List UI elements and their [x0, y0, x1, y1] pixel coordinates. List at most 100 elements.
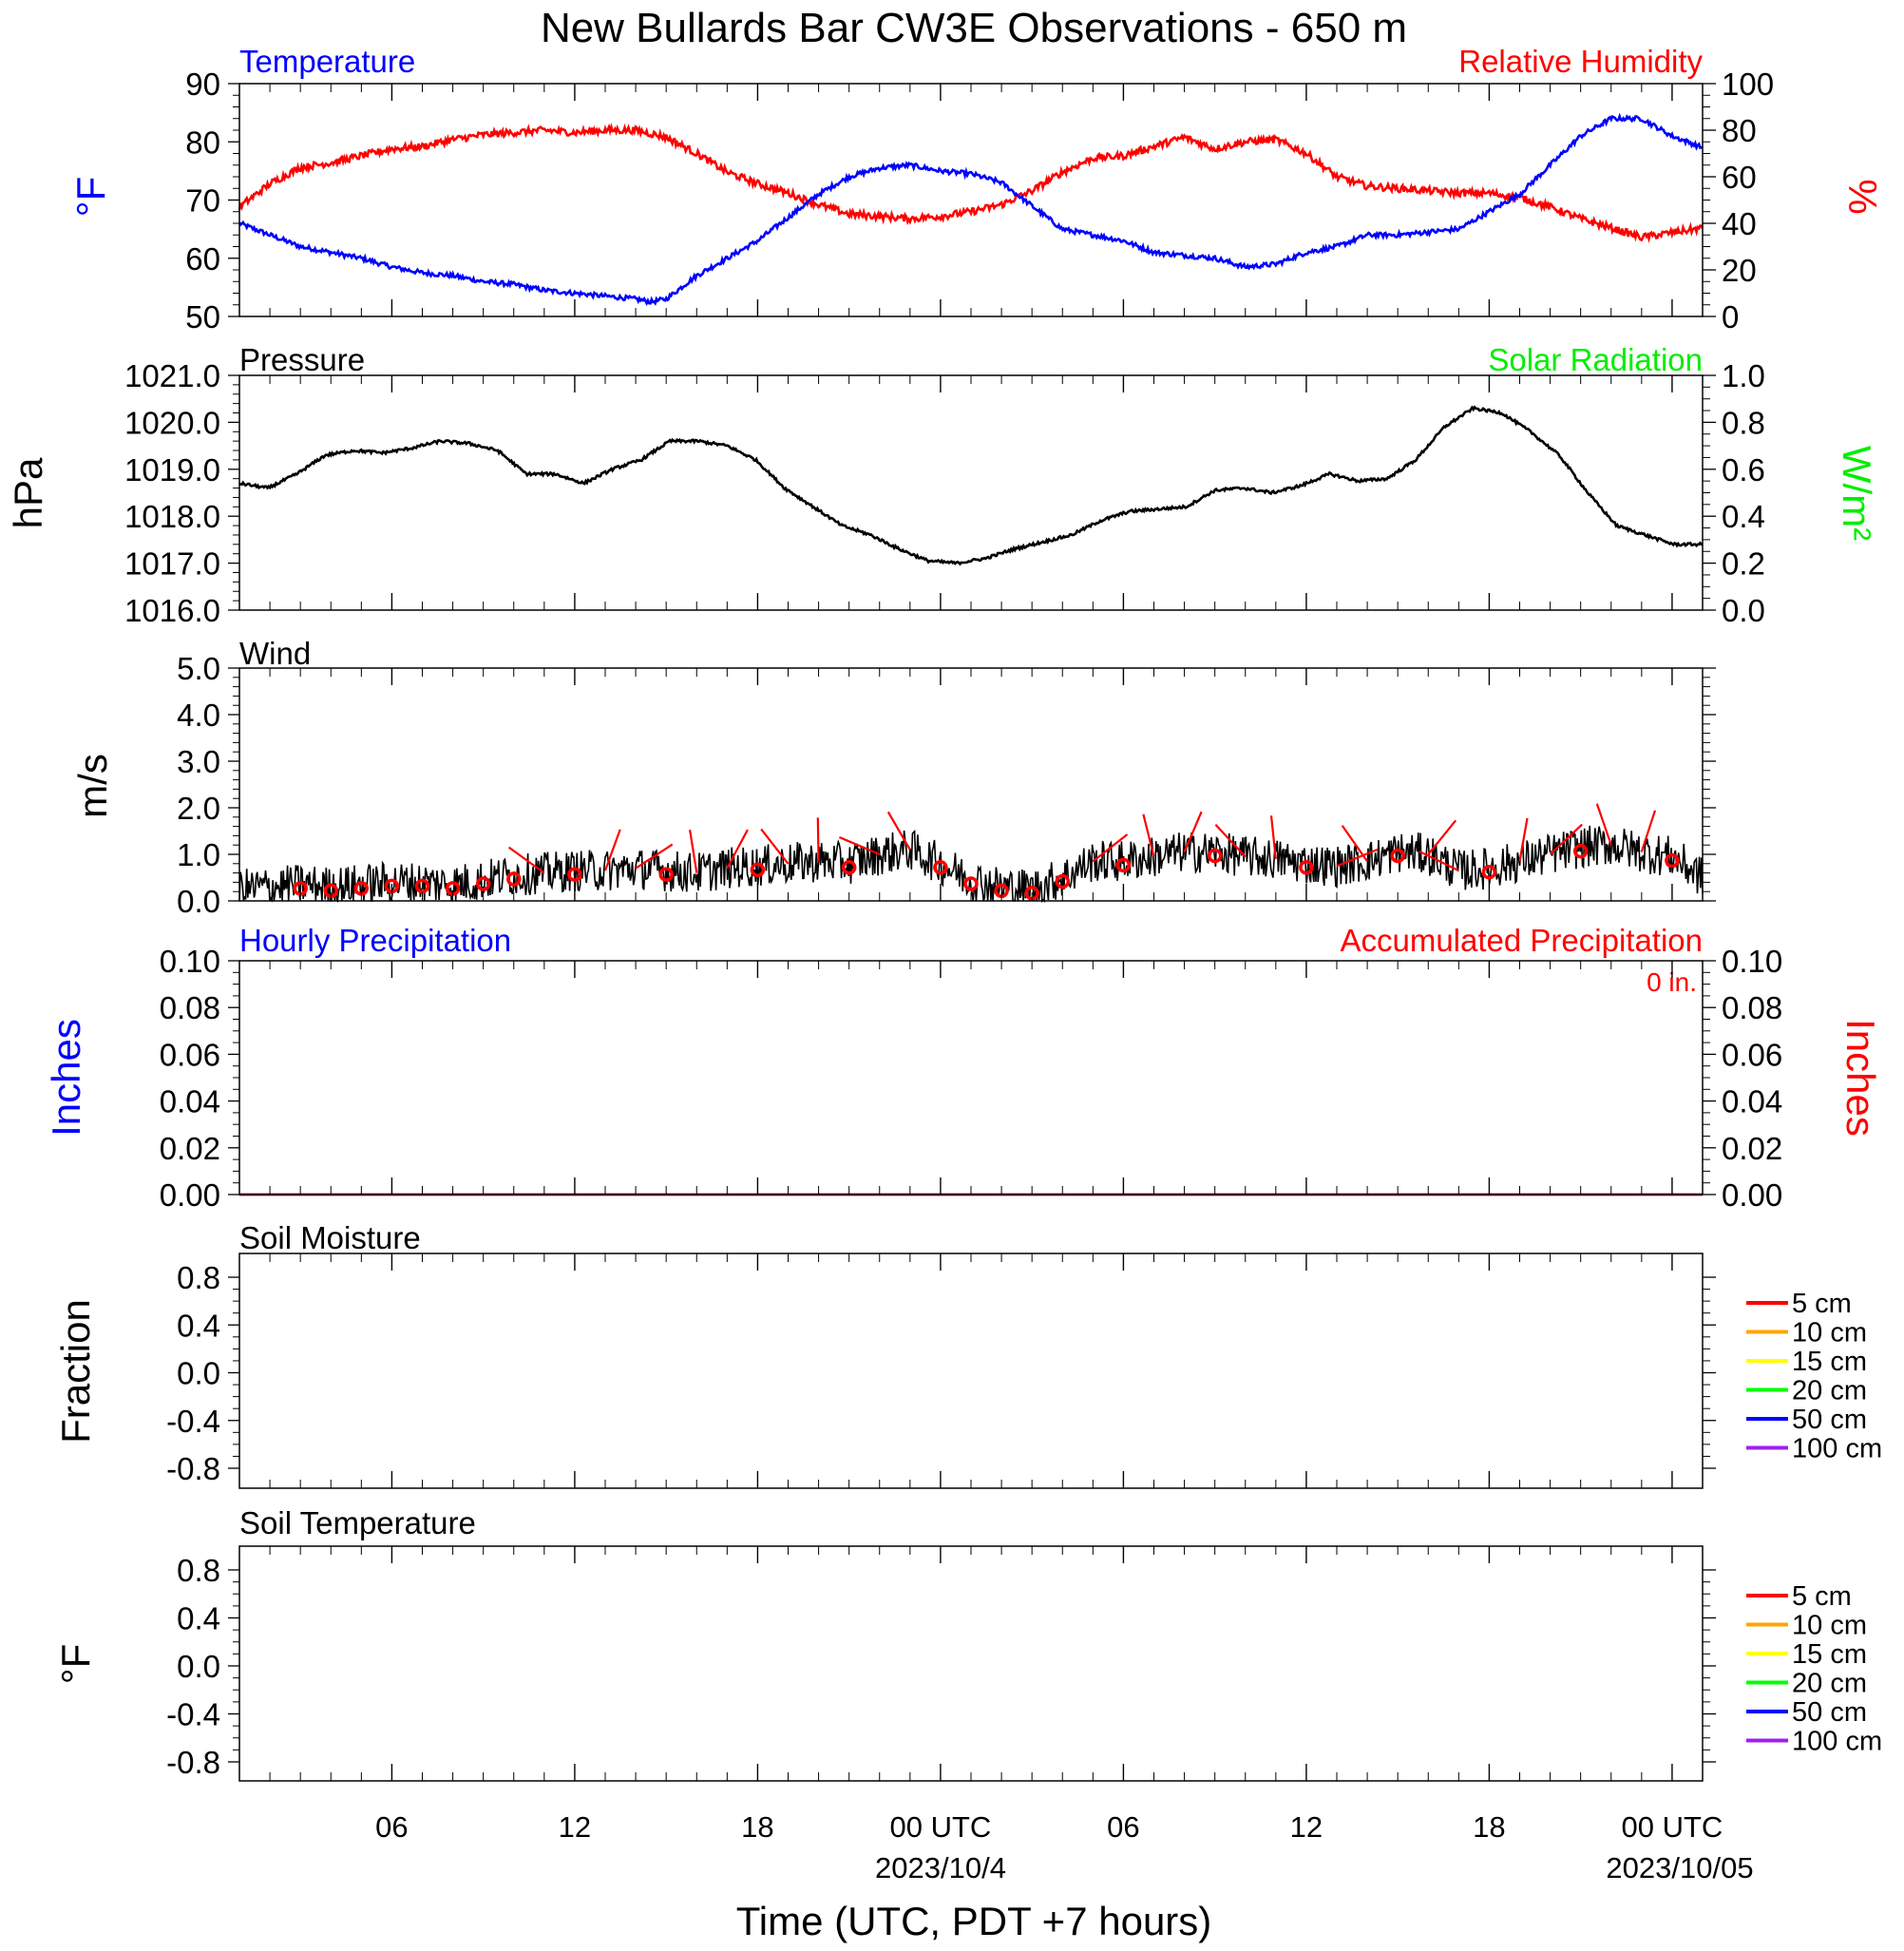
y-tick-label: 70 [185, 183, 220, 219]
wind-calm-marker [475, 876, 491, 891]
accum-precip-title: Accumulated Precipitation [1340, 923, 1703, 958]
wind-barb [1418, 851, 1459, 872]
wind-calm-marker [414, 878, 430, 894]
y-tick-label: 0.0 [177, 1356, 220, 1391]
y-tick-label: -0.8 [166, 1451, 220, 1486]
wind-calm-marker [658, 867, 674, 882]
wind-unit-label: m/s [70, 754, 115, 818]
soil-moisture-panel-frame [238, 1253, 1704, 1489]
y-tick-label: -0.4 [166, 1697, 220, 1732]
wind-calm-marker [506, 871, 522, 887]
y-tick-label: -0.8 [166, 1745, 220, 1780]
accum-precip-unit-label: Inches [1838, 1019, 1883, 1137]
wind-calm-marker [1481, 864, 1497, 880]
wind-calm-marker [963, 876, 979, 891]
soil-temperature-title: Soil Temperature [239, 1505, 476, 1540]
y-tick-label: 0.6 [1722, 452, 1765, 488]
y-tick-label: 0.00 [1722, 1177, 1782, 1213]
legend-label: 5 cm [1792, 1289, 1852, 1319]
wind-barb [507, 846, 545, 874]
wind-title: Wind [239, 636, 311, 671]
temperature-humidity-panel: Temperature Relative Humidity °F % 90 80 7… [68, 44, 1885, 335]
wind-calm-marker [933, 860, 948, 875]
x-tick-label: 12 [559, 1810, 591, 1844]
wind-calm-marker [1572, 843, 1589, 859]
wind-calm-marker [1299, 860, 1314, 875]
y-tick-label: 0.8 [177, 1260, 220, 1295]
legend-label: 15 cm [1792, 1347, 1867, 1377]
y-tick-label: 0.04 [160, 1084, 220, 1119]
wind-calm-marker [1207, 848, 1223, 864]
temperature-title: Temperature [239, 44, 415, 79]
legend-label: 10 cm [1792, 1611, 1867, 1641]
wind-calm-marker [1665, 852, 1680, 869]
y-tick-label: 0.0 [177, 1649, 220, 1684]
y-tick-label: 1018.0 [124, 499, 220, 534]
y-tick-label: 0.06 [160, 1037, 220, 1072]
wind-calm-marker [567, 867, 582, 882]
y-tick-label: 0.8 [1722, 405, 1765, 440]
relative-humidity-title: Relative Humidity [1458, 44, 1703, 79]
x-tick-label: 00 UTC [889, 1810, 991, 1844]
pressure-line [238, 405, 1704, 566]
wind-barb [1336, 848, 1379, 868]
temperature-panel-frame [238, 83, 1704, 317]
temperature-unit-label: °F [68, 177, 113, 217]
y-tick-label: 0.06 [1722, 1037, 1782, 1072]
wind-barb [1183, 811, 1203, 852]
y-tick-label: 80 [185, 124, 220, 160]
y-tick-label: 0.10 [1722, 944, 1782, 979]
y-tick-label: 5.0 [177, 651, 220, 686]
x-tick-label: 18 [1473, 1810, 1505, 1844]
wind-barb [886, 811, 911, 851]
wind-panel: Wind m/s 5.0 4.0 3.0 2.0 1.0 0.0 [70, 636, 1716, 919]
solar-unit-label: W/m² [1835, 446, 1879, 541]
hourly-precip-title: Hourly Precipitation [239, 923, 511, 958]
wind-barb [1518, 817, 1529, 862]
wind-calm-marker [841, 860, 857, 875]
wind-barb [1341, 825, 1369, 863]
pressure-panel: Pressure Solar Radiation hPa W/m² 1021.0… [6, 342, 1879, 628]
soil-temperature-panel-frame [238, 1545, 1704, 1782]
wind-calm-marker [750, 862, 766, 878]
y-tick-label: 1021.0 [124, 358, 220, 393]
y-tick-label: 1019.0 [124, 452, 220, 488]
y-tick-label: 1017.0 [124, 546, 220, 582]
legend-label: 50 cm [1792, 1697, 1867, 1728]
wind-barb [1640, 810, 1657, 852]
y-tick-label: 1020.0 [124, 405, 220, 440]
y-tick-label: 80 [1722, 113, 1757, 148]
y-tick-label: 0.02 [1722, 1131, 1782, 1166]
wind-calm-marker [1115, 857, 1132, 873]
soil-moisture-panel: Soil Moisture Fraction 0.8 0.4 0.0 -0.4 -0.8… [53, 1220, 1882, 1489]
pressure-panel-frame [238, 374, 1704, 611]
y-tick-label: 0.04 [1722, 1084, 1782, 1119]
wind-calm-marker [1390, 848, 1405, 864]
legend-label: 100 cm [1792, 1727, 1882, 1757]
y-tick-label: 3.0 [177, 744, 220, 779]
y-tick-label: 40 [1722, 206, 1757, 241]
wind-barb [689, 830, 698, 873]
x-tick-label: 06 [375, 1810, 408, 1844]
legend-label: 50 cm [1792, 1405, 1867, 1435]
y-tick-label: 50 [185, 299, 220, 335]
legend-label: 15 cm [1792, 1639, 1867, 1670]
x-tick-label: 18 [741, 1810, 773, 1844]
y-tick-label: 0.0 [177, 884, 220, 919]
legend-label: 10 cm [1792, 1318, 1867, 1348]
y-tick-label: 0.08 [160, 990, 220, 1025]
y-tick-label: 1.0 [177, 837, 220, 872]
wind-barb [1549, 823, 1583, 855]
y-tick-label: 0.08 [1722, 990, 1782, 1025]
wind-barb [1214, 824, 1247, 858]
y-tick-label: 0.4 [177, 1601, 220, 1636]
wind-barb [635, 843, 674, 870]
x-tick-label: 06 [1107, 1810, 1139, 1844]
y-tick-label: 0.02 [160, 1131, 220, 1166]
y-tick-label: 0.10 [160, 944, 220, 979]
y-tick-label: 100 [1722, 67, 1774, 102]
x-tick-label: 00 UTC [1621, 1810, 1723, 1844]
wind-barb [1269, 815, 1277, 860]
soil-temperature-unit-label: °F [53, 1644, 98, 1684]
